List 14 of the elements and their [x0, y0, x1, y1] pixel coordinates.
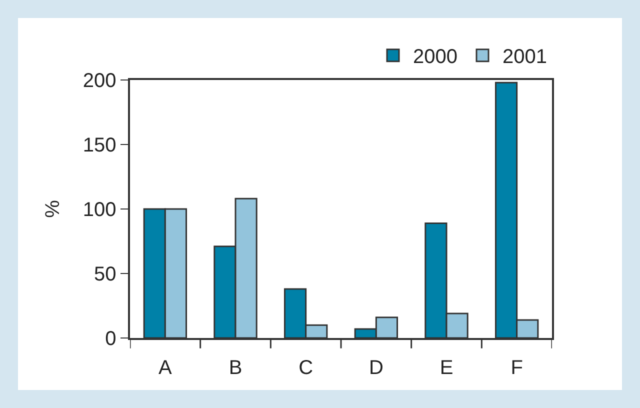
y-tick-label: 200	[82, 70, 116, 92]
x-tick-label: A	[158, 356, 172, 379]
x-tick-label: F	[510, 356, 523, 379]
legend-label: 2000	[413, 46, 458, 68]
y-tick-label: 0	[105, 328, 116, 350]
y-tick-label: 100	[82, 199, 116, 221]
y-tick-label: 150	[82, 134, 116, 156]
x-tick-label: B	[228, 356, 242, 379]
x-tick-label: D	[368, 356, 384, 379]
y-axis-title: %	[42, 200, 64, 218]
legend-label: 2001	[502, 46, 547, 68]
x-tick-label: E	[440, 356, 454, 379]
y-tick-label: 50	[94, 264, 116, 286]
x-tick-label: C	[298, 356, 314, 379]
